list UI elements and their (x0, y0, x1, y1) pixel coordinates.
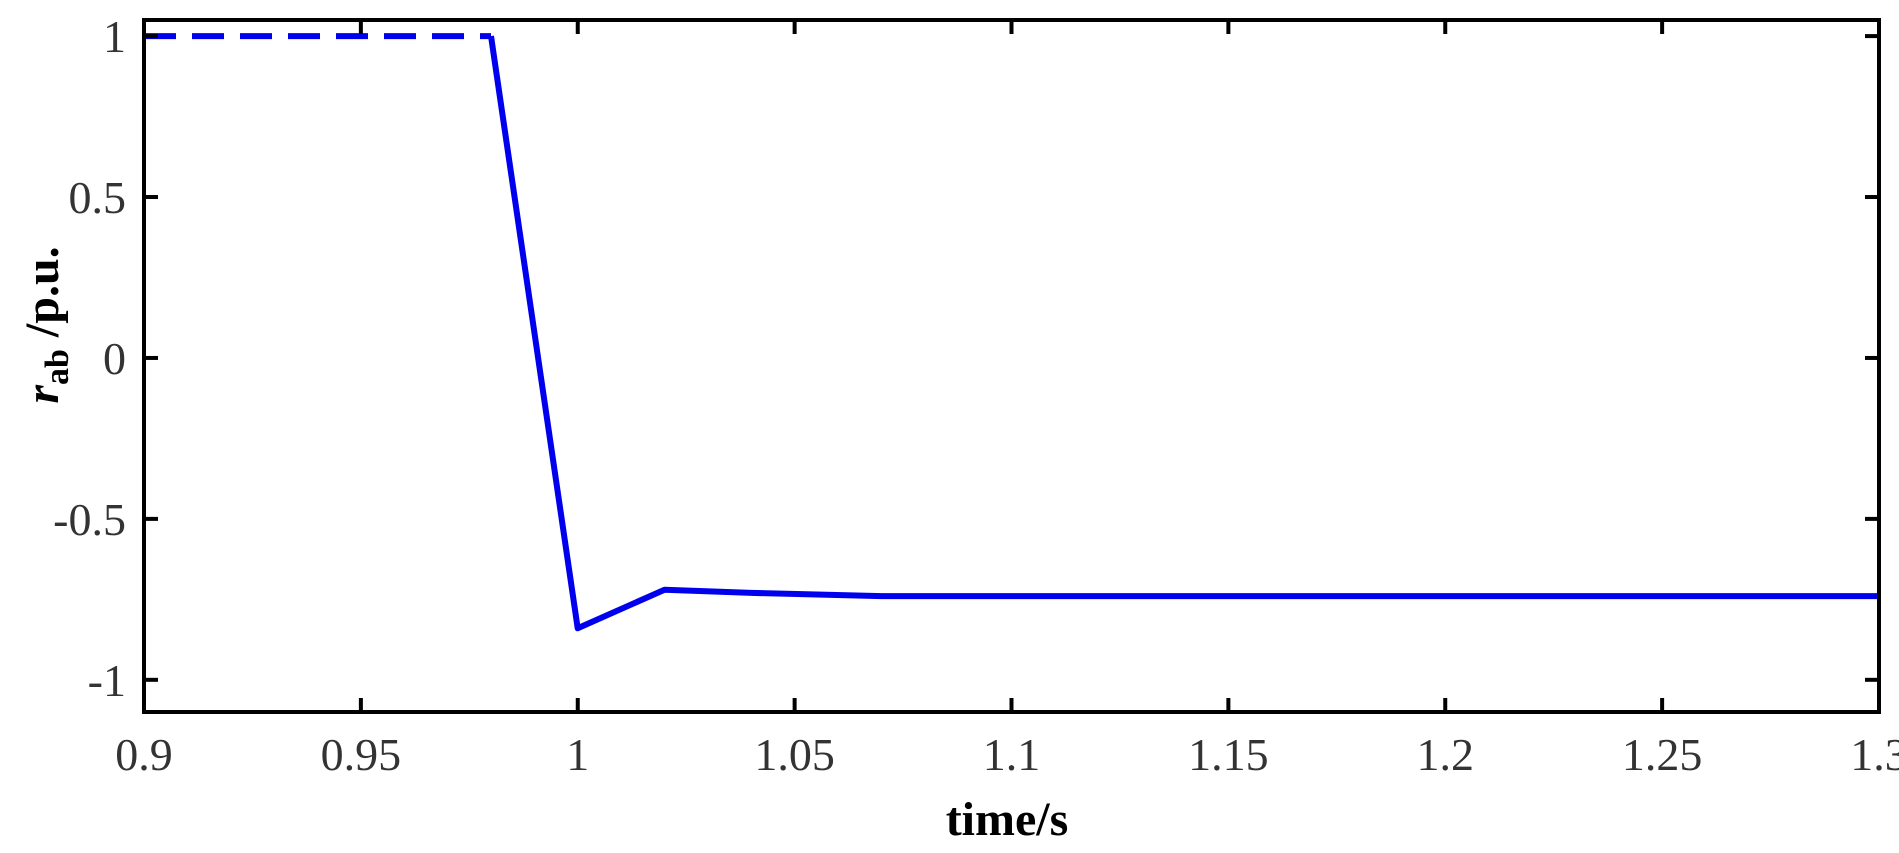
x-tick-label: 1.2 (1417, 729, 1475, 780)
y-tick-label: 0.5 (69, 172, 127, 223)
y-tick-label: 1 (103, 11, 126, 62)
y-tick-label: -0.5 (53, 494, 126, 545)
ticks-layer (142, 20, 1881, 712)
x-tick-label: 1.05 (754, 729, 835, 780)
x-tick-label: 0.9 (115, 729, 173, 780)
x-tick-label: 1 (566, 729, 589, 780)
y-axis-title-unit: /p.u. (16, 246, 69, 349)
x-tick-label: 1.15 (1188, 729, 1269, 780)
x-tick-label: 1.25 (1622, 729, 1703, 780)
y-tick-label: 0 (103, 333, 126, 384)
y-axis-title-main: r (16, 384, 69, 404)
plot-area-frame (142, 18, 1881, 714)
series-line-solid (488, 35, 1879, 632)
series-layer (144, 33, 1879, 632)
svg-text:rab /p.u.: rab /p.u. (16, 246, 76, 403)
x-tick-labels: 0.9 0.95 1 1.05 1.1 1.15 1.2 1.25 1.3 (115, 729, 1899, 780)
x-tick-label: 1.3 (1850, 729, 1899, 780)
y-axis-title: rab /p.u. (16, 246, 76, 403)
y-axis-title-subscript: ab (39, 349, 76, 385)
y-tick-labels: 1 0.5 0 -0.5 -1 (53, 11, 126, 706)
x-tick-label: 0.95 (321, 729, 402, 780)
x-axis-title: time/s (946, 793, 1069, 846)
y-tick-label: -1 (88, 655, 126, 706)
x-tick-label: 1.1 (983, 729, 1041, 780)
